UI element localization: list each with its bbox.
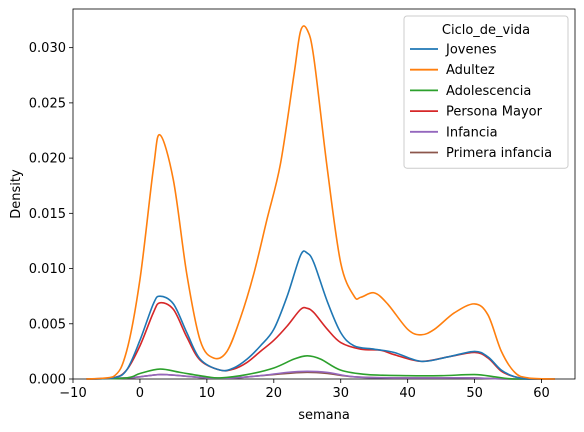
y-tick-label: 0.020 [29, 152, 66, 167]
y-tick-label: 0.010 [29, 262, 66, 277]
x-tick-label: 30 [332, 386, 349, 401]
x-tick-label: 20 [266, 386, 283, 401]
x-tick-label: 40 [399, 386, 416, 401]
legend-entry-label: Infancia [446, 125, 498, 140]
x-axis-ticks: −10 0 10 20 30 40 50 60 [59, 379, 550, 401]
x-axis-label: semana [298, 408, 350, 423]
plot-area [72, 8, 576, 380]
x-tick-label: 50 [466, 386, 483, 401]
series-line-adolescencia [86, 355, 555, 380]
legend-box [403, 15, 569, 169]
series-line-persona-mayor [86, 301, 555, 380]
series-line-adultez [86, 25, 555, 380]
series-line-jovenes [86, 250, 555, 380]
legend-entry-label: Adolescencia [446, 84, 531, 99]
y-tick-label: 0.005 [29, 317, 66, 332]
x-tick-label: 0 [136, 386, 144, 401]
series-layer [86, 25, 555, 380]
legend: Ciclo_de_vida Jovenes Adultez Adolescencia… [403, 15, 569, 169]
legend-title: Ciclo_de_vida [442, 23, 530, 38]
legend-entry-label: Primera infancia [446, 146, 552, 161]
legend-entry-label: Persona Mayor [446, 105, 543, 120]
legend-entry-label: Adultez [446, 63, 495, 78]
x-tick-label: −10 [59, 386, 86, 401]
x-tick-label: 60 [533, 386, 550, 401]
y-tick-label: 0.015 [29, 207, 66, 222]
y-tick-label: 0.025 [29, 96, 66, 111]
y-tick-label: 0.030 [29, 41, 66, 56]
y-axis-label: Density [9, 169, 24, 219]
y-tick-label: 0.000 [29, 373, 66, 388]
series-line-infancia [86, 370, 555, 380]
x-tick-label: 10 [199, 386, 216, 401]
legend-entry-label: Jovenes [445, 43, 497, 58]
y-axis-ticks: 0.000 0.005 0.010 0.015 0.020 0.025 0.030 [29, 41, 73, 388]
